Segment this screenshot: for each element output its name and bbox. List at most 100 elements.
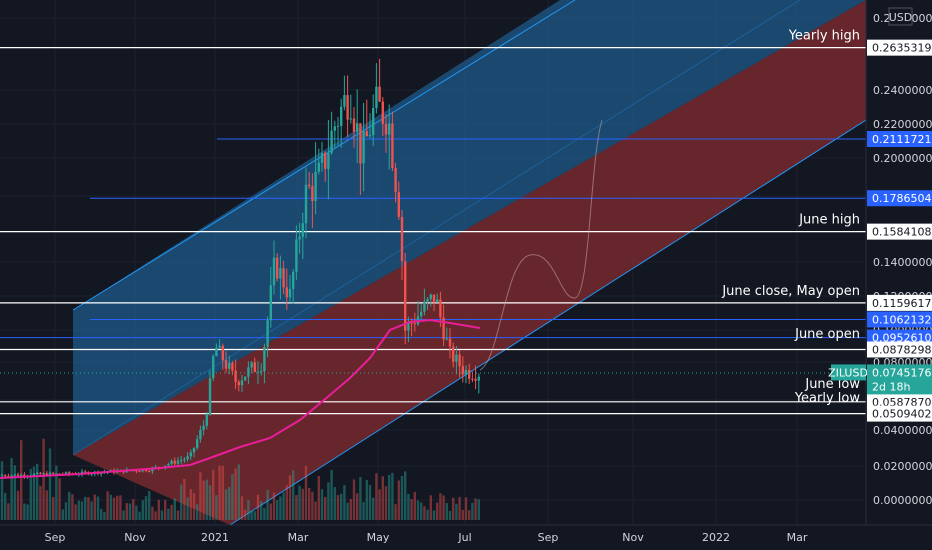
volume-bar	[176, 510, 180, 520]
price-tag-text: 0.15841083	[872, 226, 932, 239]
candle	[343, 75, 346, 111]
candle	[397, 181, 400, 220]
time-tick-label: Mar	[787, 531, 808, 544]
candle	[381, 97, 384, 136]
volume-bar	[266, 490, 269, 520]
candle	[269, 266, 272, 328]
volume-bar	[167, 508, 170, 520]
time-tick-label: May	[367, 531, 390, 544]
volume-bar	[458, 497, 461, 520]
volume-bar	[436, 502, 439, 520]
currency-badge[interactable]	[888, 7, 913, 26]
candle	[295, 225, 298, 280]
volume-bar	[378, 489, 381, 520]
price-tag: 0.05094024	[867, 405, 932, 422]
volume-bar	[160, 510, 164, 520]
time-tick-label: Mar	[288, 531, 309, 544]
volume-bar	[199, 472, 202, 520]
volume-bar	[183, 478, 186, 520]
candle	[202, 420, 205, 436]
volume-bar	[77, 500, 80, 520]
volume-bar	[7, 503, 10, 520]
volume-bar	[141, 500, 144, 520]
price-tag: 0.21117214	[867, 131, 932, 148]
time-tick-label: 2021	[201, 531, 229, 544]
volume-bar	[429, 495, 432, 520]
volume-bar	[301, 488, 304, 520]
volume-bar	[151, 506, 154, 520]
candle	[304, 167, 308, 239]
volume-bar	[224, 489, 228, 520]
candle	[23, 472, 26, 479]
candle	[196, 435, 199, 451]
price-tag: 0.26353199	[867, 39, 932, 56]
volume-bar	[247, 499, 250, 520]
candle	[138, 470, 141, 473]
volume-bar	[112, 497, 116, 520]
candle	[455, 345, 458, 375]
volume-bar	[314, 501, 317, 520]
candle	[391, 111, 394, 172]
price-axis-ticks: 0.000000000.020000000.040000000.06000000…	[873, 12, 932, 507]
volume-bar	[336, 495, 340, 520]
volume-bar	[32, 466, 36, 520]
volume-bar	[212, 469, 215, 520]
volume-bar	[221, 465, 224, 520]
volume-bar	[327, 482, 330, 520]
volume-bar	[311, 491, 314, 520]
volume-bar	[308, 487, 311, 520]
candle	[208, 370, 212, 417]
candle	[477, 373, 480, 394]
volume-bar	[432, 510, 436, 520]
volume-bar	[138, 511, 141, 520]
channel-mid-edge	[72, 0, 801, 456]
volume-bar	[381, 476, 384, 520]
volume-bar	[58, 478, 61, 520]
candle	[20, 473, 23, 477]
volume-bar	[237, 464, 240, 520]
candle	[384, 114, 388, 153]
candle	[420, 304, 423, 321]
candle	[176, 457, 180, 467]
candle	[244, 376, 247, 382]
volume-bar	[106, 491, 109, 520]
candle	[426, 297, 429, 311]
candle	[42, 472, 45, 476]
volume-bar	[154, 511, 157, 520]
volume-bar	[340, 493, 343, 520]
volume-bar	[295, 495, 298, 520]
volume-bar	[423, 506, 426, 520]
volume-bar	[84, 496, 87, 520]
volume-bar	[68, 491, 71, 520]
price-axis-panel[interactable]	[866, 0, 932, 550]
volume-bar	[231, 474, 234, 520]
volume-bar	[400, 476, 404, 520]
volume-bar	[333, 487, 336, 520]
candle	[192, 447, 196, 458]
volume-bar	[93, 494, 96, 520]
time-tick-label: Jul	[457, 531, 471, 544]
candle	[359, 123, 362, 195]
regression-channel[interactable]	[72, 0, 867, 526]
volume-bar	[282, 492, 285, 520]
candle	[468, 363, 471, 384]
volume-bar	[205, 479, 208, 520]
volume-bar	[20, 440, 23, 520]
candle	[263, 343, 266, 384]
level-label: June low	[804, 377, 860, 392]
volume-bar	[298, 485, 301, 520]
time-axis-panel[interactable]	[0, 525, 932, 550]
volume-bar	[23, 503, 26, 520]
volume-bar	[55, 465, 58, 520]
candle	[474, 365, 477, 390]
candle	[228, 355, 231, 375]
price-tag-text: 0.08782988	[872, 343, 932, 356]
volume-bar	[48, 448, 52, 520]
candle	[55, 473, 58, 475]
volume-bar	[276, 500, 279, 520]
